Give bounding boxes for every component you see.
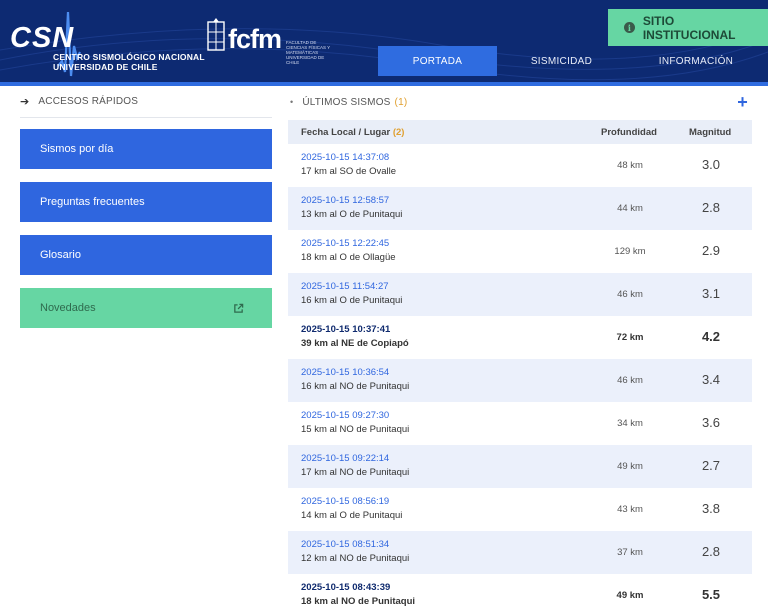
bullet-icon: • — [290, 97, 294, 107]
quake-magnitude: 3.4 — [701, 372, 721, 387]
quake-magnitude: 5.5 — [701, 587, 721, 602]
nav-tab-portada[interactable]: PORTADA — [378, 46, 497, 76]
quake-date-link[interactable]: 2025-10-15 14:37:08 — [301, 152, 390, 163]
latest-quakes-count: (1) — [394, 96, 408, 108]
csn-logo-text: CSN — [10, 22, 75, 54]
quake-depth: 49 km — [616, 590, 644, 601]
quake-place: 13 km al O de Punitaqui — [301, 209, 403, 220]
quake-magnitude: 4.2 — [701, 329, 721, 344]
novedades-label: Novedades — [40, 302, 96, 314]
table-row[interactable]: 2025-10-15 14:37:08 17 km al SO de Ovalle… — [288, 144, 752, 187]
quake-date-link[interactable]: 2025-10-15 10:37:41 — [301, 324, 391, 335]
quake-date-link[interactable]: 2025-10-15 09:22:14 — [301, 453, 390, 464]
quake-place: 39 km al NE de Copiapó — [301, 338, 409, 349]
quake-magnitude: 3.1 — [701, 286, 721, 301]
preguntas-frecuentes-button[interactable]: Preguntas frecuentes — [20, 182, 272, 222]
latest-quakes-label: ÚLTIMOS SISMOS — [302, 96, 391, 108]
quake-place: 12 km al NO de Punitaqui — [301, 553, 410, 564]
seismograph-wave-icon — [57, 11, 81, 77]
quake-place: 16 km al NO de Punitaqui — [301, 381, 410, 392]
quake-date-link[interactable]: 2025-10-15 08:51:34 — [301, 539, 390, 550]
quake-date-link[interactable]: 2025-10-15 08:43:39 — [301, 582, 391, 593]
column-header-depth: Profundidad — [601, 127, 657, 138]
quake-depth: 34 km — [617, 418, 643, 429]
institutional-site-button[interactable]: i SITIO INSTITUCIONAL — [608, 9, 768, 46]
quake-date-link[interactable]: 2025-10-15 10:36:54 — [301, 367, 390, 378]
quake-date-link[interactable]: 2025-10-15 12:58:57 — [301, 195, 390, 206]
nav-tab-informacion[interactable]: INFORMACIÓN — [658, 55, 734, 67]
university-shield-icon — [207, 18, 225, 51]
table-row[interactable]: 2025-10-15 12:58:57 13 km al O de Punitaq… — [288, 187, 752, 230]
fcfm-logo-caption: FACULTAD DE CIENCIAS FÍSICAS Y MATEMÁTIC… — [286, 40, 331, 65]
site-header: CSN CENTRO SISMOLÓGICO NACIONAL UNIVERSI… — [0, 0, 768, 86]
quake-place: 18 km al O de Ollagüe — [301, 252, 396, 263]
quake-magnitude: 2.9 — [701, 243, 721, 258]
novedades-button[interactable]: Novedades — [20, 288, 272, 328]
table-row[interactable]: 2025-10-15 10:36:54 16 km al NO de Punita… — [288, 359, 752, 402]
quake-place: 17 km al SO de Ovalle — [301, 166, 397, 177]
quake-depth: 46 km — [617, 375, 643, 386]
quake-depth: 72 km — [616, 332, 644, 343]
quake-place: 18 km al NO de Punitaqui — [301, 596, 416, 607]
quake-date-link[interactable]: 2025-10-15 09:27:30 — [301, 410, 390, 421]
table-header: Fecha Local / Lugar (2) Profundidad Magn… — [288, 120, 752, 144]
nav-tab-sismicidad[interactable]: SISMICIDAD — [530, 55, 593, 67]
quake-magnitude: 2.7 — [701, 458, 721, 473]
glosario-button[interactable]: Glosario — [20, 235, 272, 275]
institutional-site-label: SITIO INSTITUCIONAL — [642, 13, 736, 42]
arrow-right-icon: ➔ — [20, 96, 30, 108]
header-accent-bar — [0, 82, 768, 86]
table-row[interactable]: 2025-10-15 09:22:14 17 km al NO de Punita… — [288, 445, 752, 488]
quake-depth: 37 km — [617, 547, 643, 558]
external-link-icon — [234, 303, 244, 313]
quake-depth: 129 km — [614, 246, 646, 257]
fcfm-logo[interactable]: fcfm FACULTAD DE CIENCIAS FÍSICAS Y MATE… — [206, 18, 336, 65]
column-header-place-count: (2) — [392, 127, 405, 138]
quake-magnitude: 2.8 — [701, 200, 721, 215]
quake-date-link[interactable]: 2025-10-15 08:56:19 — [301, 496, 390, 507]
fcfm-logo-text: fcfm — [228, 24, 282, 54]
latest-quakes-title: • ÚLTIMOS SISMOS (1) + — [288, 86, 752, 118]
csn-logo[interactable]: CSN CENTRO SISMOLÓGICO NACIONAL UNIVERSI… — [4, 6, 205, 82]
quake-magnitude: 2.8 — [701, 544, 721, 559]
latest-quakes-panel: • ÚLTIMOS SISMOS (1) + Fecha Local / Lug… — [288, 86, 752, 607]
quick-access-sidebar: ➔ ACCESOS RÁPIDOS Sismos por día Pregunt… — [20, 86, 272, 328]
quick-access-title: ➔ ACCESOS RÁPIDOS — [20, 86, 272, 118]
quake-depth: 43 km — [617, 504, 643, 515]
quake-depth: 48 km — [617, 160, 643, 171]
sismos-por-dia-button[interactable]: Sismos por día — [20, 129, 272, 169]
table-row[interactable]: 2025-10-15 12:22:45 18 km al O de Ollagüe… — [288, 230, 752, 273]
quake-magnitude: 3.8 — [701, 501, 721, 516]
quake-depth: 44 km — [617, 203, 643, 214]
quick-access-label: ACCESOS RÁPIDOS — [38, 96, 139, 107]
quake-date-link[interactable]: 2025-10-15 11:54:27 — [301, 281, 389, 292]
quake-depth: 49 km — [617, 461, 643, 472]
quake-place: 17 km al NO de Punitaqui — [301, 467, 410, 478]
table-row[interactable]: 2025-10-15 10:37:41 39 km al NE de Copiap… — [288, 316, 752, 359]
quake-magnitude: 3.0 — [701, 157, 721, 172]
csn-logo-university: UNIVERSIDAD DE CHILE — [53, 62, 158, 72]
quake-place: 14 km al O de Punitaqui — [301, 510, 403, 521]
plus-icon[interactable]: + — [737, 92, 748, 112]
quake-magnitude: 3.6 — [701, 415, 721, 430]
table-row[interactable]: 2025-10-15 09:27:30 15 km al NO de Punita… — [288, 402, 752, 445]
table-row[interactable]: 2025-10-15 08:56:19 14 km al O de Punitaq… — [288, 488, 752, 531]
info-icon: i — [624, 22, 635, 33]
csn-logo-subtitle: CENTRO SISMOLÓGICO NACIONAL — [53, 52, 205, 62]
table-row[interactable]: 2025-10-15 08:51:34 12 km al NO de Punita… — [288, 531, 752, 574]
column-header-magnitude: Magnitud — [689, 127, 732, 138]
table-row[interactable]: 2025-10-15 11:54:27 16 km al O de Punitaq… — [288, 273, 752, 316]
column-header-place-label: Fecha Local / Lugar — [301, 127, 391, 138]
quake-place: 16 km al O de Punitaqui — [301, 295, 403, 306]
column-header-place: Fecha Local / Lugar (2) — [301, 127, 404, 138]
quake-date-link[interactable]: 2025-10-15 12:22:45 — [301, 238, 390, 249]
quake-place: 15 km al NO de Punitaqui — [301, 424, 410, 435]
quake-depth: 46 km — [617, 289, 643, 300]
table-row[interactable]: 2025-10-15 08:43:39 18 km al NO de Punita… — [288, 574, 752, 612]
